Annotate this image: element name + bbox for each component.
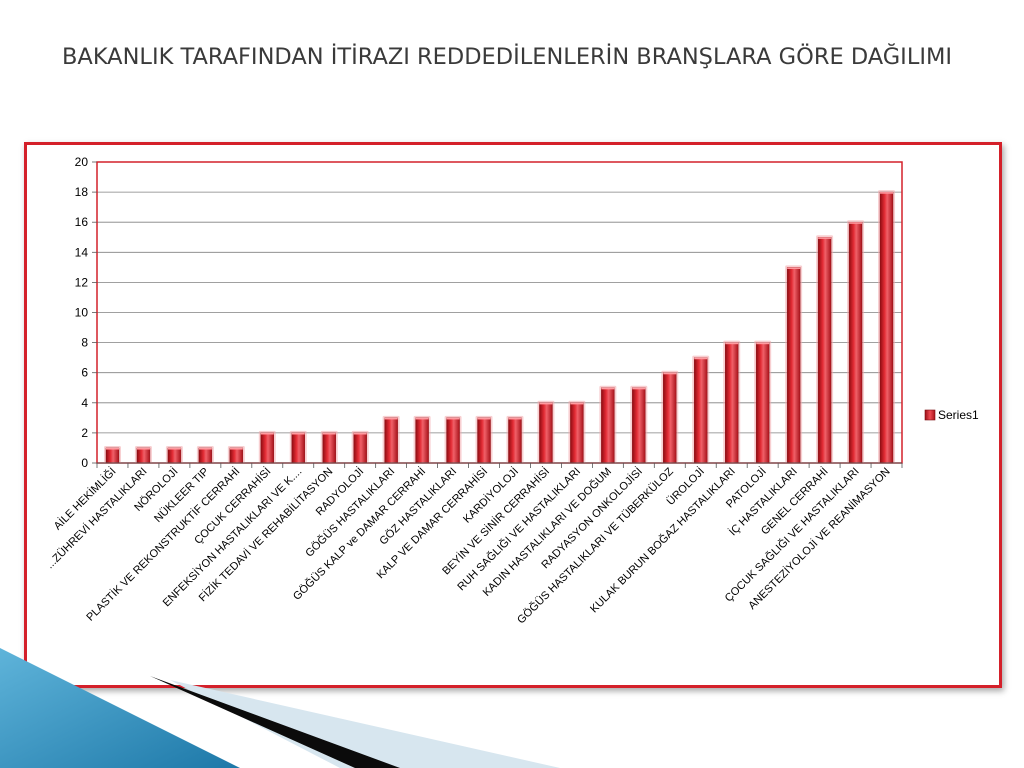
y-tick-label: 10 xyxy=(75,306,89,320)
y-tick-label: 2 xyxy=(81,426,88,440)
bar xyxy=(136,447,151,464)
bar-top-highlight xyxy=(105,447,119,450)
bar xyxy=(105,447,120,464)
slide-corner-decoration xyxy=(0,648,560,768)
bar xyxy=(291,432,305,464)
bar-top-highlight xyxy=(539,402,553,405)
bars xyxy=(103,190,896,464)
bar xyxy=(508,417,522,464)
x-tick-label: NÜKLEER TIP xyxy=(152,466,211,525)
y-tick-label: 8 xyxy=(81,336,88,350)
x-tick-label: ANESTEZİYOLOJİ VE REANİMASYON xyxy=(746,465,893,612)
bar-top-highlight xyxy=(353,432,367,435)
bar xyxy=(817,237,832,464)
bar-top-highlight xyxy=(291,432,305,435)
bar xyxy=(725,342,739,464)
bar-top-highlight xyxy=(756,342,770,345)
bar-top-highlight xyxy=(260,432,274,435)
bar xyxy=(446,417,460,464)
bar-top-highlight xyxy=(198,447,212,450)
bar xyxy=(260,432,274,464)
bar-top-highlight xyxy=(601,387,615,390)
bar-top-highlight xyxy=(787,267,801,269)
bar-top-highlight xyxy=(632,387,646,390)
bar-top-highlight xyxy=(570,402,584,405)
x-tick-labels: AİLE HEKİMLİĞİ...ZÜHREVİ HASTALIKLARINÖR… xyxy=(43,465,892,627)
bar-top-highlight xyxy=(229,447,243,450)
bar xyxy=(848,221,863,464)
x-tick-label: KULAK BURUN BOĞAZ HASTALIKLARI xyxy=(587,465,737,615)
y-tick-label: 14 xyxy=(75,245,89,259)
legend-swatch xyxy=(924,409,936,421)
legend-label: Series1 xyxy=(938,408,979,422)
gridlines xyxy=(97,161,902,434)
y-tick-label: 12 xyxy=(75,275,89,289)
y-tick-label: 16 xyxy=(75,215,89,229)
bar-top-highlight xyxy=(818,237,832,239)
bar xyxy=(601,387,615,464)
bar-top-highlight xyxy=(508,417,522,420)
y-tick-label: 20 xyxy=(75,155,89,169)
bar xyxy=(229,447,244,464)
bar-top-highlight xyxy=(477,417,491,420)
bar-top-highlight xyxy=(322,432,336,435)
bar-chart: 0 2 4 6 8 10 12 14 16 18 20 AİLE HEKİMLİĞİ...ZÜHRE… xyxy=(43,155,979,627)
bar xyxy=(694,357,708,464)
bar xyxy=(755,342,770,464)
slide-title: BAKANLIK TARAFINDAN İTİRAZI REDDEDİLENLE… xyxy=(62,44,953,70)
y-tick-label: 18 xyxy=(75,185,89,199)
bar xyxy=(879,191,894,464)
bar-top-highlight xyxy=(167,447,181,450)
bar xyxy=(415,417,429,464)
bar xyxy=(167,447,182,464)
bar-top-highlight xyxy=(849,222,863,224)
bar xyxy=(384,417,398,464)
bar xyxy=(632,387,646,464)
y-axis: 0 2 4 6 8 10 12 14 16 18 20 xyxy=(75,155,97,470)
bar xyxy=(477,417,491,464)
x-tick-label: KALP VE DAMAR CERRAHİSİ xyxy=(374,465,490,581)
x-axis xyxy=(96,462,903,468)
bar-top-highlight xyxy=(663,372,677,375)
bar-top-highlight xyxy=(880,192,894,194)
y-tick-label: 0 xyxy=(81,456,88,470)
bar xyxy=(786,267,801,464)
y-tick-label: 4 xyxy=(81,396,88,410)
bar xyxy=(353,432,367,464)
bar xyxy=(570,402,584,464)
bar xyxy=(322,432,336,464)
legend: Series1 xyxy=(924,408,979,422)
bar-top-highlight xyxy=(136,447,150,450)
y-tick-label: 6 xyxy=(81,366,88,380)
bar-top-highlight xyxy=(384,417,398,420)
bar-top-highlight xyxy=(446,417,460,420)
bar xyxy=(539,402,553,464)
x-tick-label: KARDİYOLOJİ xyxy=(460,465,521,526)
bar-top-highlight xyxy=(694,357,708,360)
bar-top-highlight xyxy=(415,417,429,420)
bar xyxy=(663,372,677,464)
chart-frame: 0 2 4 6 8 10 12 14 16 18 20 AİLE HEKİMLİĞİ ...ZÜHRE… xyxy=(24,142,1002,688)
bar xyxy=(198,447,213,464)
bar-top-highlight xyxy=(725,342,739,345)
